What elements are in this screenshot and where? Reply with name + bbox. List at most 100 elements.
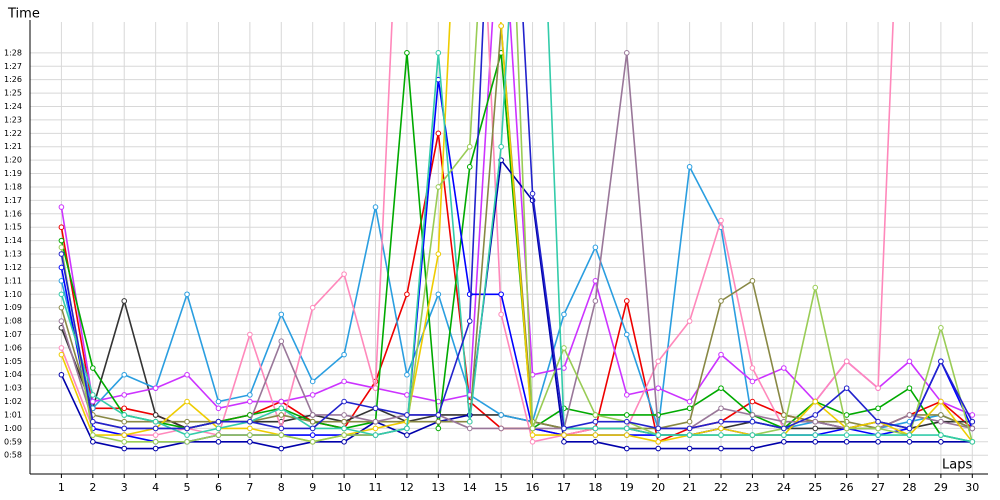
point <box>341 271 347 277</box>
point <box>498 291 504 298</box>
point <box>372 385 379 391</box>
x-tick-label: 15 <box>494 481 508 494</box>
point <box>843 432 850 438</box>
point <box>655 385 661 391</box>
point <box>561 311 567 318</box>
point <box>623 418 630 425</box>
point <box>498 23 504 29</box>
series-line <box>60 22 894 443</box>
point <box>718 418 724 425</box>
point <box>561 439 567 445</box>
point <box>906 425 913 432</box>
point <box>875 405 881 412</box>
point <box>372 425 379 432</box>
point <box>875 425 881 432</box>
point <box>686 445 693 452</box>
point <box>466 164 473 170</box>
point <box>592 425 599 432</box>
point <box>435 291 442 298</box>
x-tick-label: 18 <box>588 481 602 494</box>
series-line <box>60 164 973 430</box>
point <box>969 418 976 425</box>
point <box>623 331 630 338</box>
point <box>121 432 128 438</box>
point <box>341 418 347 425</box>
y-tick-label: 0:59 <box>4 437 22 446</box>
point <box>781 432 787 438</box>
point <box>686 164 693 170</box>
point <box>781 425 787 432</box>
point <box>843 385 850 391</box>
point <box>121 371 128 378</box>
point <box>592 432 599 438</box>
point <box>372 204 379 210</box>
point <box>247 392 253 398</box>
point <box>435 412 442 418</box>
point <box>718 405 724 412</box>
point <box>247 432 253 438</box>
point <box>215 398 222 405</box>
y-tick-label: 1:03 <box>4 384 22 393</box>
point <box>309 412 316 418</box>
point <box>875 385 881 391</box>
point <box>749 398 756 405</box>
y-tick-label: 1:09 <box>4 303 22 312</box>
y-tick-label: 1:16 <box>4 209 22 218</box>
point <box>247 439 253 445</box>
point <box>655 432 661 438</box>
point <box>498 311 504 318</box>
point <box>184 432 190 438</box>
point <box>623 412 630 418</box>
point <box>749 365 756 371</box>
point <box>309 439 316 445</box>
point <box>592 439 599 445</box>
point <box>121 392 128 398</box>
point <box>309 378 316 385</box>
point <box>152 385 159 391</box>
x-tick-label: 7 <box>246 481 253 494</box>
point <box>938 412 944 418</box>
point <box>718 445 724 452</box>
point <box>58 224 65 231</box>
y-tick-label: 1:25 <box>4 89 22 98</box>
y-tick-label: 1:12 <box>4 263 22 272</box>
point <box>372 418 379 425</box>
y-tick-label: 1:01 <box>4 410 22 419</box>
point <box>152 445 159 452</box>
x-tick-label: 3 <box>121 481 128 494</box>
x-tick-label: 2 <box>89 481 96 494</box>
point <box>875 439 881 445</box>
point <box>466 143 473 150</box>
point <box>278 445 285 452</box>
point <box>404 291 410 298</box>
y-tick-label: 1:23 <box>4 115 22 124</box>
point <box>341 398 347 405</box>
point <box>121 418 128 425</box>
point <box>309 432 316 438</box>
x-tick-label: 23 <box>745 481 759 494</box>
point <box>435 184 442 190</box>
point <box>184 398 190 405</box>
point <box>215 432 222 438</box>
y-tick-label: 1:17 <box>4 196 22 205</box>
point <box>906 385 913 391</box>
point <box>686 398 693 405</box>
point <box>718 425 724 432</box>
y-tick-label: 1:15 <box>4 223 22 232</box>
point <box>309 304 316 311</box>
point <box>529 425 536 432</box>
point <box>529 432 536 438</box>
point <box>592 244 599 251</box>
point <box>561 345 567 351</box>
point <box>812 418 819 425</box>
point <box>121 425 128 432</box>
point <box>561 432 567 438</box>
point <box>749 432 756 438</box>
x-tick-label: 19 <box>620 481 634 494</box>
point <box>215 418 222 425</box>
x-tick-label: 6 <box>215 481 222 494</box>
x-tick-label: 12 <box>400 481 414 494</box>
y-tick-label: 1:27 <box>4 62 22 71</box>
point <box>749 378 756 385</box>
